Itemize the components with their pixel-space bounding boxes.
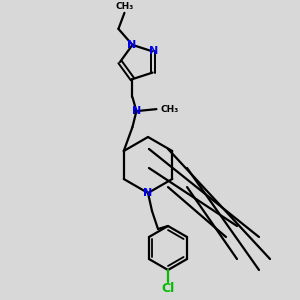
Text: CH₃: CH₃: [160, 105, 178, 114]
Text: N: N: [149, 46, 158, 56]
Text: Cl: Cl: [161, 283, 175, 296]
Text: CH₃: CH₃: [115, 2, 134, 11]
Text: N: N: [127, 40, 136, 50]
Text: N: N: [143, 188, 153, 198]
Text: N: N: [132, 106, 141, 116]
